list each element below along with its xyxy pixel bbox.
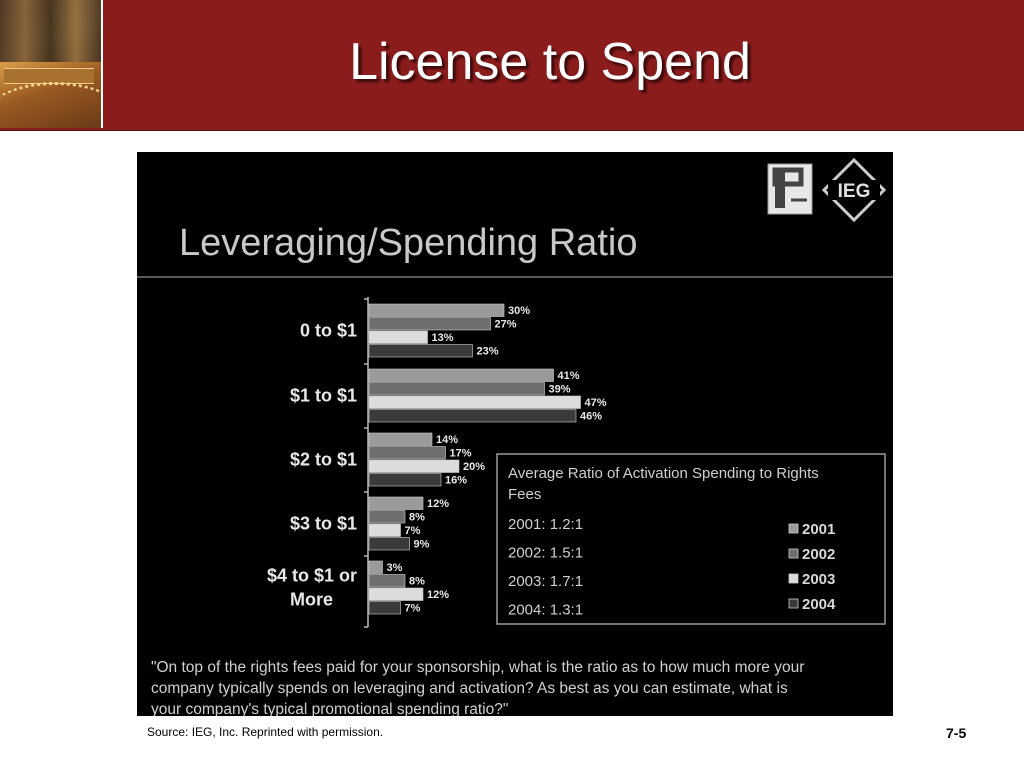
category-label: $1 to $1 xyxy=(290,386,357,406)
annotation-line: 2004: 1.3:1 xyxy=(508,602,583,619)
data-label: 27% xyxy=(495,319,517,331)
category-label: 0 to $1 xyxy=(300,321,357,341)
annotation-heading-line2: Fees xyxy=(508,486,541,503)
bar-2003-1 xyxy=(368,395,581,409)
legend-label: 2003 xyxy=(802,571,835,588)
bar-2004-2 xyxy=(368,473,442,487)
bar-2002-2 xyxy=(368,446,446,460)
data-label: 8% xyxy=(409,576,425,588)
data-label: 8% xyxy=(409,512,425,524)
data-label: 12% xyxy=(427,589,449,601)
legend-swatch-2001 xyxy=(788,523,799,534)
bar-2002-4 xyxy=(368,574,406,588)
chart-slide: IEG Leveraging/Spending Ratio 30% 27% 13% 2… xyxy=(137,152,893,716)
legend-swatch-2004 xyxy=(788,598,799,609)
legend-label: 2004 xyxy=(802,596,836,613)
bar-2001-4 xyxy=(368,560,383,574)
data-label: 7% xyxy=(405,603,421,615)
bar-2003-2 xyxy=(368,459,460,473)
bar-2004-4 xyxy=(368,601,401,615)
data-label: 47% xyxy=(585,397,607,409)
legend-label: 2002 xyxy=(802,546,835,563)
question-line: company typically spends on leveraging a… xyxy=(151,680,788,697)
data-label: 17% xyxy=(450,448,472,460)
annotation-line: 2001: 1.2:1 xyxy=(508,516,583,533)
pf-logo xyxy=(767,163,813,215)
data-label: 3% xyxy=(387,562,403,574)
annotation-line: 2002: 1.5:1 xyxy=(508,545,583,562)
question-line: your company's typical promotional spend… xyxy=(151,701,508,716)
bar-2003-4 xyxy=(368,587,424,601)
data-label: 39% xyxy=(549,384,571,396)
legend-swatch-2002 xyxy=(788,548,799,559)
bar-2004-3 xyxy=(368,537,410,551)
bar-2001-0 xyxy=(368,303,505,317)
data-label: 7% xyxy=(405,525,421,537)
bar-2001-2 xyxy=(368,432,433,446)
source-note: Source: IEG, Inc. Reprinted with permiss… xyxy=(147,725,384,739)
slide-title: License to Spend xyxy=(349,33,751,91)
data-label: 14% xyxy=(436,434,458,446)
annotation-box: Average Ratio of Activation Spending to … xyxy=(496,453,886,625)
chart-title: Leveraging/Spending Ratio xyxy=(179,222,637,264)
category-label: $2 to $1 xyxy=(290,450,357,470)
legend-swatch-2003 xyxy=(788,573,799,584)
bar-2002-3 xyxy=(368,510,406,524)
data-label: 30% xyxy=(508,305,530,317)
slide-header: License to Spend xyxy=(0,0,1024,131)
question-line: "On top of the rights fees paid for your… xyxy=(151,659,804,676)
data-label: 23% xyxy=(477,346,499,358)
data-label: 46% xyxy=(580,411,602,423)
leveraging-chart: IEG Leveraging/Spending Ratio 30% 27% 13% 2… xyxy=(137,157,893,716)
data-label: 13% xyxy=(432,332,454,344)
annotation-heading-line1: Average Ratio of Activation Spending to … xyxy=(508,465,819,482)
annotation-line: 2003: 1.7:1 xyxy=(508,573,583,590)
page-number: 7-5 xyxy=(946,725,967,741)
data-label: 20% xyxy=(463,461,485,473)
category-label: $4 to $1 or More xyxy=(267,566,357,610)
data-label: 41% xyxy=(558,370,580,382)
bar-2001-1 xyxy=(368,368,554,382)
data-label: 16% xyxy=(445,475,467,487)
bar-2003-3 xyxy=(368,523,401,537)
data-label: 9% xyxy=(414,539,430,551)
svg-text:IEG: IEG xyxy=(838,181,871,202)
bar-2004-1 xyxy=(368,409,577,423)
bar-2002-0 xyxy=(368,317,491,331)
bar-2003-0 xyxy=(368,330,428,344)
data-label: 12% xyxy=(427,498,449,510)
legend-label: 2001 xyxy=(802,521,835,538)
bar-2002-1 xyxy=(368,382,545,396)
bar-2004-0 xyxy=(368,344,473,358)
category-label: $3 to $1 xyxy=(290,514,357,534)
header-thumbnail-image xyxy=(0,0,103,128)
ieg-logo: IEG xyxy=(821,157,887,223)
bar-2001-3 xyxy=(368,496,424,510)
